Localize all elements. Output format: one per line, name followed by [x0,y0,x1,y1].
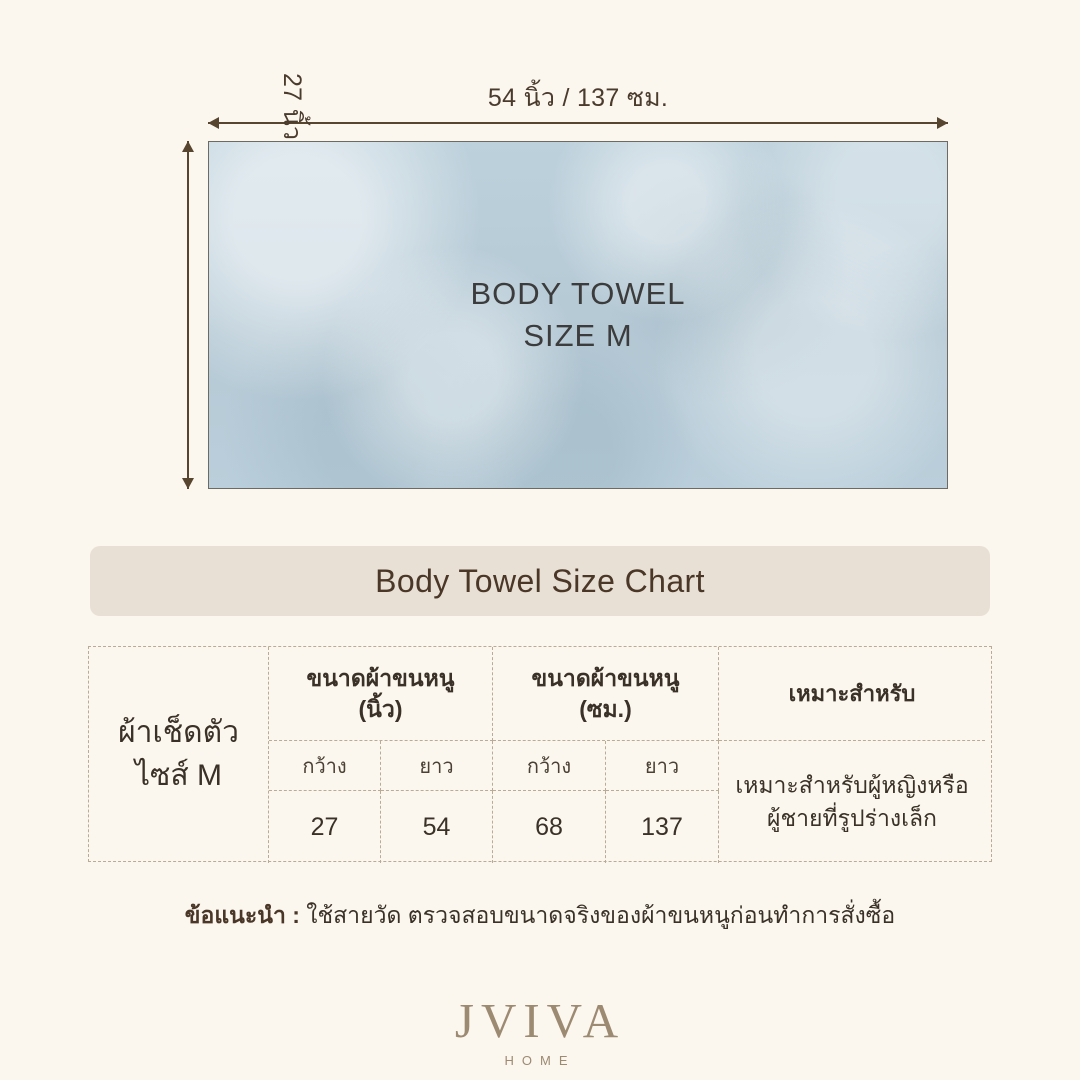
page-title: Body Towel Size Chart [375,562,705,599]
advice-note-label: ข้อแนะนำ : [184,902,300,928]
size-chart-table: ผ้าเช็ดตัว ไซส์ M ขนาดผ้าขนหนู (นิ้ว) ขน… [88,646,992,863]
size-chart-title-band: Body Towel Size Chart [90,546,990,616]
arrow-line [208,122,948,124]
table-cell-width-cm: 68 [493,791,606,863]
towel-size-label: SIZE M [523,318,633,353]
towel-rectangle: BODY TOWEL SIZE M [208,141,948,489]
suitable-text-line2: ผู้ชายที่รูปร่างเล็ก [767,805,937,831]
column-header-inches-line2: (นิ้ว) [358,695,403,722]
advice-note-text: ใช้สายวัด ตรวจสอบขนาดจริงของผ้าขนหนูก่อน… [299,902,896,928]
arrow-head-down-icon [182,478,194,489]
towel-diagram: 54 นิ้ว / 137 ซม. 27 นิ้ว / 68 ซม. BODY … [0,0,1080,520]
table-cell-suitable-for: เหมาะสำหรับผู้หญิงหรือ ผู้ชายที่รูปร่างเ… [719,741,985,863]
column-header-cm-line2: (ซม.) [579,695,632,722]
subheader-length-cm: ยาว [606,741,719,791]
column-header-cm-line1: ขนาดผ้าขนหนู [531,664,680,691]
arrow-head-right-icon [937,117,948,129]
height-dimension-arrow [182,141,195,489]
suitable-text-line1: เหมาะสำหรับผู้หญิงหรือ [735,771,969,798]
table-cell-width-inch: 27 [269,791,381,863]
column-header-centimeters: ขนาดผ้าขนหนู (ซม.) [493,647,719,741]
subheader-width-cm: กว้าง [493,741,606,791]
table-cell-length-cm: 137 [606,791,719,863]
top-dimension-label: 54 นิ้ว / 137 ซม. [487,84,669,112]
subheader-width-inch: กว้าง [269,741,381,791]
width-dimension-arrow [208,117,948,130]
column-header-inches-line1: ขนาดผ้าขนหนู [306,664,455,691]
row-label-line2: ไซส์ M [134,759,223,792]
column-header-suitable-for: เหมาะสำหรับ [719,647,985,741]
brand-name: JVIVA [454,993,626,1048]
advice-note: ข้อแนะนำ : ใช้สายวัด ตรวจสอบขนาดจริงของผ… [0,898,1080,934]
brand-logo: JVIVA HOME [0,996,1080,1068]
table-row-label: ผ้าเช็ดตัว ไซส์ M [89,647,269,863]
arrow-line [187,141,189,489]
table-cell-length-inch: 54 [381,791,493,863]
subheader-length-inch: ยาว [381,741,493,791]
column-header-inches: ขนาดผ้าขนหนู (นิ้ว) [269,647,493,741]
towel-name-label: BODY TOWEL [470,276,686,312]
row-label-line1: ผ้าเช็ดตัว [118,716,239,750]
brand-tagline: HOME [504,1053,576,1068]
